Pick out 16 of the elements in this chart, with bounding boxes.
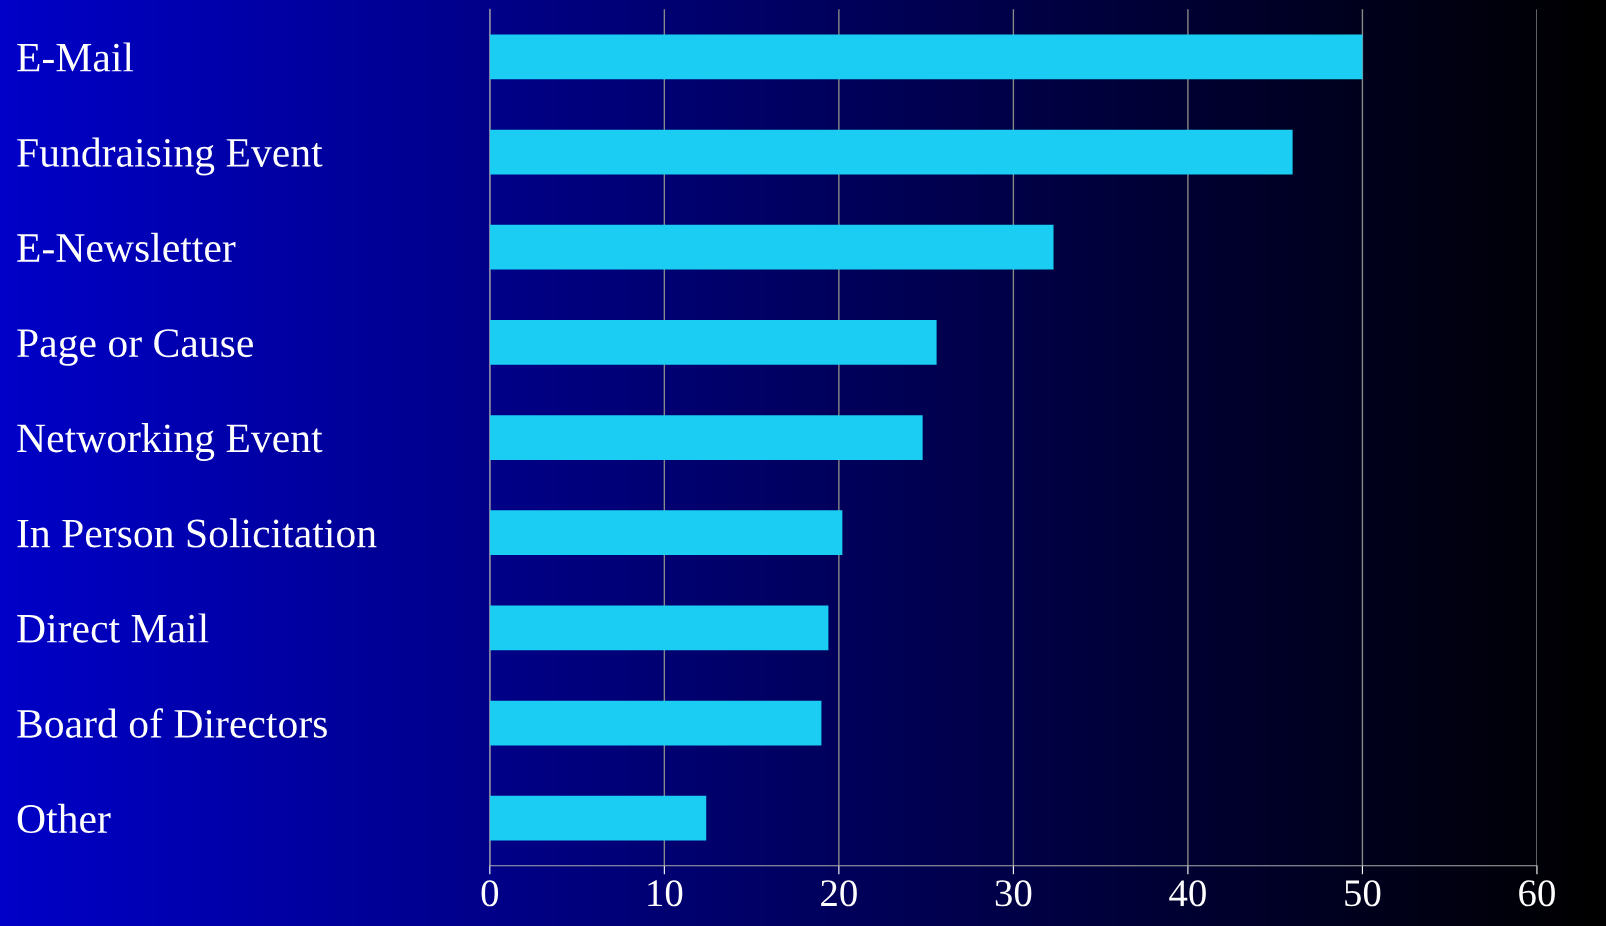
y-tick-label: E-Mail — [17, 42, 134, 72]
x-tick-label: 20 — [821, 880, 857, 907]
x-tick-label: 60 — [1519, 880, 1555, 907]
y-tick-label: E-Newsletter — [17, 232, 236, 263]
y-tick-label: Fundraising Event — [17, 137, 323, 176]
y-tick-label: Page or Cause — [17, 329, 253, 366]
y-tick-label: Other — [17, 803, 111, 834]
y-tick-label: In Person Solicitation — [17, 518, 377, 548]
y-tick-label: Board of Directors — [17, 708, 327, 738]
x-tick-label: 40 — [1169, 880, 1206, 907]
x-tick-label: 10 — [648, 880, 683, 907]
x-tick-label: 50 — [1345, 880, 1381, 907]
y-tick-label: Direct Mail — [17, 613, 209, 643]
x-tick-label: 0 — [481, 880, 499, 907]
x-tick-label: 30 — [995, 880, 1032, 907]
y-tick-label: Networking Event — [17, 423, 323, 461]
